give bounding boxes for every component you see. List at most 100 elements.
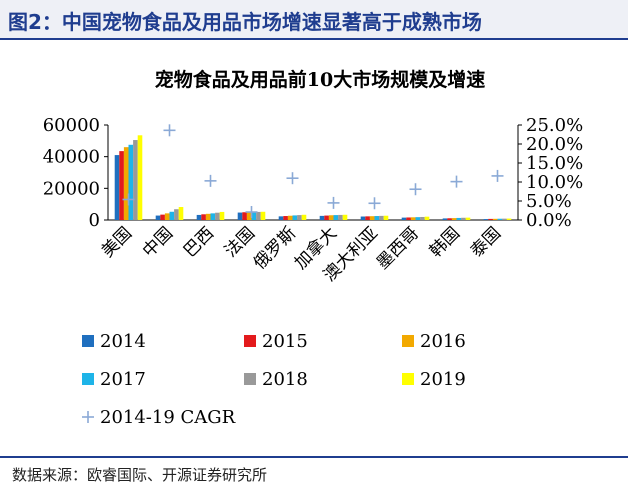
cagr-point (286, 172, 299, 185)
bar-2018 (297, 215, 302, 220)
legend-item: 2016 (402, 331, 466, 352)
legend-item-cagr: 2014-19 CAGR (82, 407, 236, 428)
bar-2018 (338, 214, 343, 220)
legend-item: 2018 (244, 369, 308, 390)
bar-2016 (328, 215, 334, 220)
bar-2014 (401, 217, 407, 220)
bar-2019 (178, 207, 184, 220)
x-tick-label: 俄罗斯 (250, 223, 300, 273)
cagr-point (409, 183, 422, 196)
bar-2015 (488, 218, 493, 220)
legend-swatch (244, 373, 256, 385)
source-note: 数据来源：欧睿国际、开源证券研究所 (12, 466, 268, 484)
y-right-tick-label: 10.0% (526, 172, 583, 193)
x-tick-label: 中国 (139, 223, 177, 261)
bar-2016 (369, 216, 375, 220)
chart-title: 宠物食品及用品前10大市场规模及增速 (155, 68, 485, 91)
header-divider (0, 38, 628, 40)
bar-2015 (160, 214, 165, 220)
x-tick-label: 墨西哥 (373, 223, 423, 273)
bar-2016 (492, 218, 498, 220)
x-tick-label: 巴西 (180, 223, 218, 261)
figure-title: 图2：中国宠物食品及用品市场增速显著高于成熟市场 (8, 10, 482, 34)
bar-2019 (260, 211, 266, 220)
x-tick-label: 泰国 (467, 223, 505, 261)
legend-label: 2017 (100, 369, 146, 390)
bar-2019 (137, 135, 143, 220)
cagr-point (368, 197, 381, 210)
bar-2014 (155, 215, 161, 220)
bar-2014 (483, 219, 489, 220)
legend-swatch (82, 335, 94, 347)
cagr-point (163, 124, 176, 137)
legend-label: 2018 (262, 369, 308, 390)
bar-2019 (301, 214, 307, 220)
bar-2014 (196, 214, 202, 220)
bar-2015 (119, 151, 124, 220)
bar-2017 (169, 211, 175, 220)
bar-2017 (128, 144, 134, 220)
y-left-tick-label: 0 (89, 210, 100, 231)
cagr-point (450, 175, 463, 188)
bar-2017 (251, 211, 257, 220)
y-left-tick-label: 60000 (43, 115, 100, 136)
bar-2017 (210, 213, 216, 220)
bar-2014 (319, 215, 325, 220)
bar-2015 (324, 215, 329, 220)
bar-2018 (174, 209, 179, 220)
legend-item: 2014 (82, 331, 146, 352)
cagr-point (245, 206, 258, 219)
legend-item: 2017 (82, 369, 146, 390)
bar-2015 (283, 216, 288, 220)
bar-2016 (451, 218, 457, 220)
y-right-tick-label: 0.0% (526, 210, 572, 231)
y-right-tick-label: 5.0% (526, 191, 572, 212)
bar-2019 (465, 217, 471, 220)
legend-swatch (82, 373, 94, 385)
bar-2018 (379, 215, 384, 220)
cagr-point (204, 174, 217, 187)
legend-swatch (402, 373, 414, 385)
bar-2018 (256, 211, 261, 220)
bar-2014 (278, 216, 284, 220)
bar-2017 (497, 218, 503, 220)
bar-2014 (114, 155, 120, 220)
cagr-point (491, 169, 504, 182)
bar-2018 (420, 216, 425, 220)
bar-2016 (205, 213, 211, 220)
footer-divider (0, 456, 628, 458)
figure-header: 图2：中国宠物食品及用品市场增速显著高于成熟市场 (0, 0, 628, 38)
cagr-point (327, 196, 340, 209)
bar-2014 (360, 216, 366, 220)
x-tick-label: 美国 (98, 223, 136, 261)
bar-2017 (292, 215, 298, 220)
y-right-tick-label: 20.0% (526, 134, 583, 155)
bar-2018 (133, 140, 138, 220)
bar-2017 (415, 217, 421, 220)
bar-2015 (406, 217, 411, 220)
bar-2018 (502, 218, 507, 220)
bar-2018 (215, 212, 220, 220)
bar-2017 (456, 217, 462, 220)
legend-item: 2019 (402, 369, 466, 390)
bar-2016 (164, 213, 170, 220)
y-right-tick-label: 15.0% (526, 153, 583, 174)
bar-2016 (287, 215, 293, 220)
legend-swatch (402, 335, 414, 347)
bar-2015 (242, 212, 247, 220)
chart: 宠物食品及用品前10大市场规模及增速 0 20000 40000 60000 0.0%5… (43, 68, 583, 428)
legend-label: 2015 (262, 331, 308, 352)
bar-2015 (201, 214, 206, 220)
legend-label: 2016 (420, 331, 466, 352)
x-tick-label: 韩国 (426, 223, 464, 261)
bar-2017 (333, 215, 339, 220)
bar-2016 (246, 212, 252, 220)
bar-2019 (219, 211, 225, 220)
bar-2019 (383, 215, 389, 220)
bar-2018 (461, 217, 466, 220)
y-left-tick-label: 20000 (43, 178, 100, 199)
bar-2014 (237, 212, 243, 220)
legend-label: 2019 (420, 369, 466, 390)
bar-2019 (342, 214, 348, 220)
